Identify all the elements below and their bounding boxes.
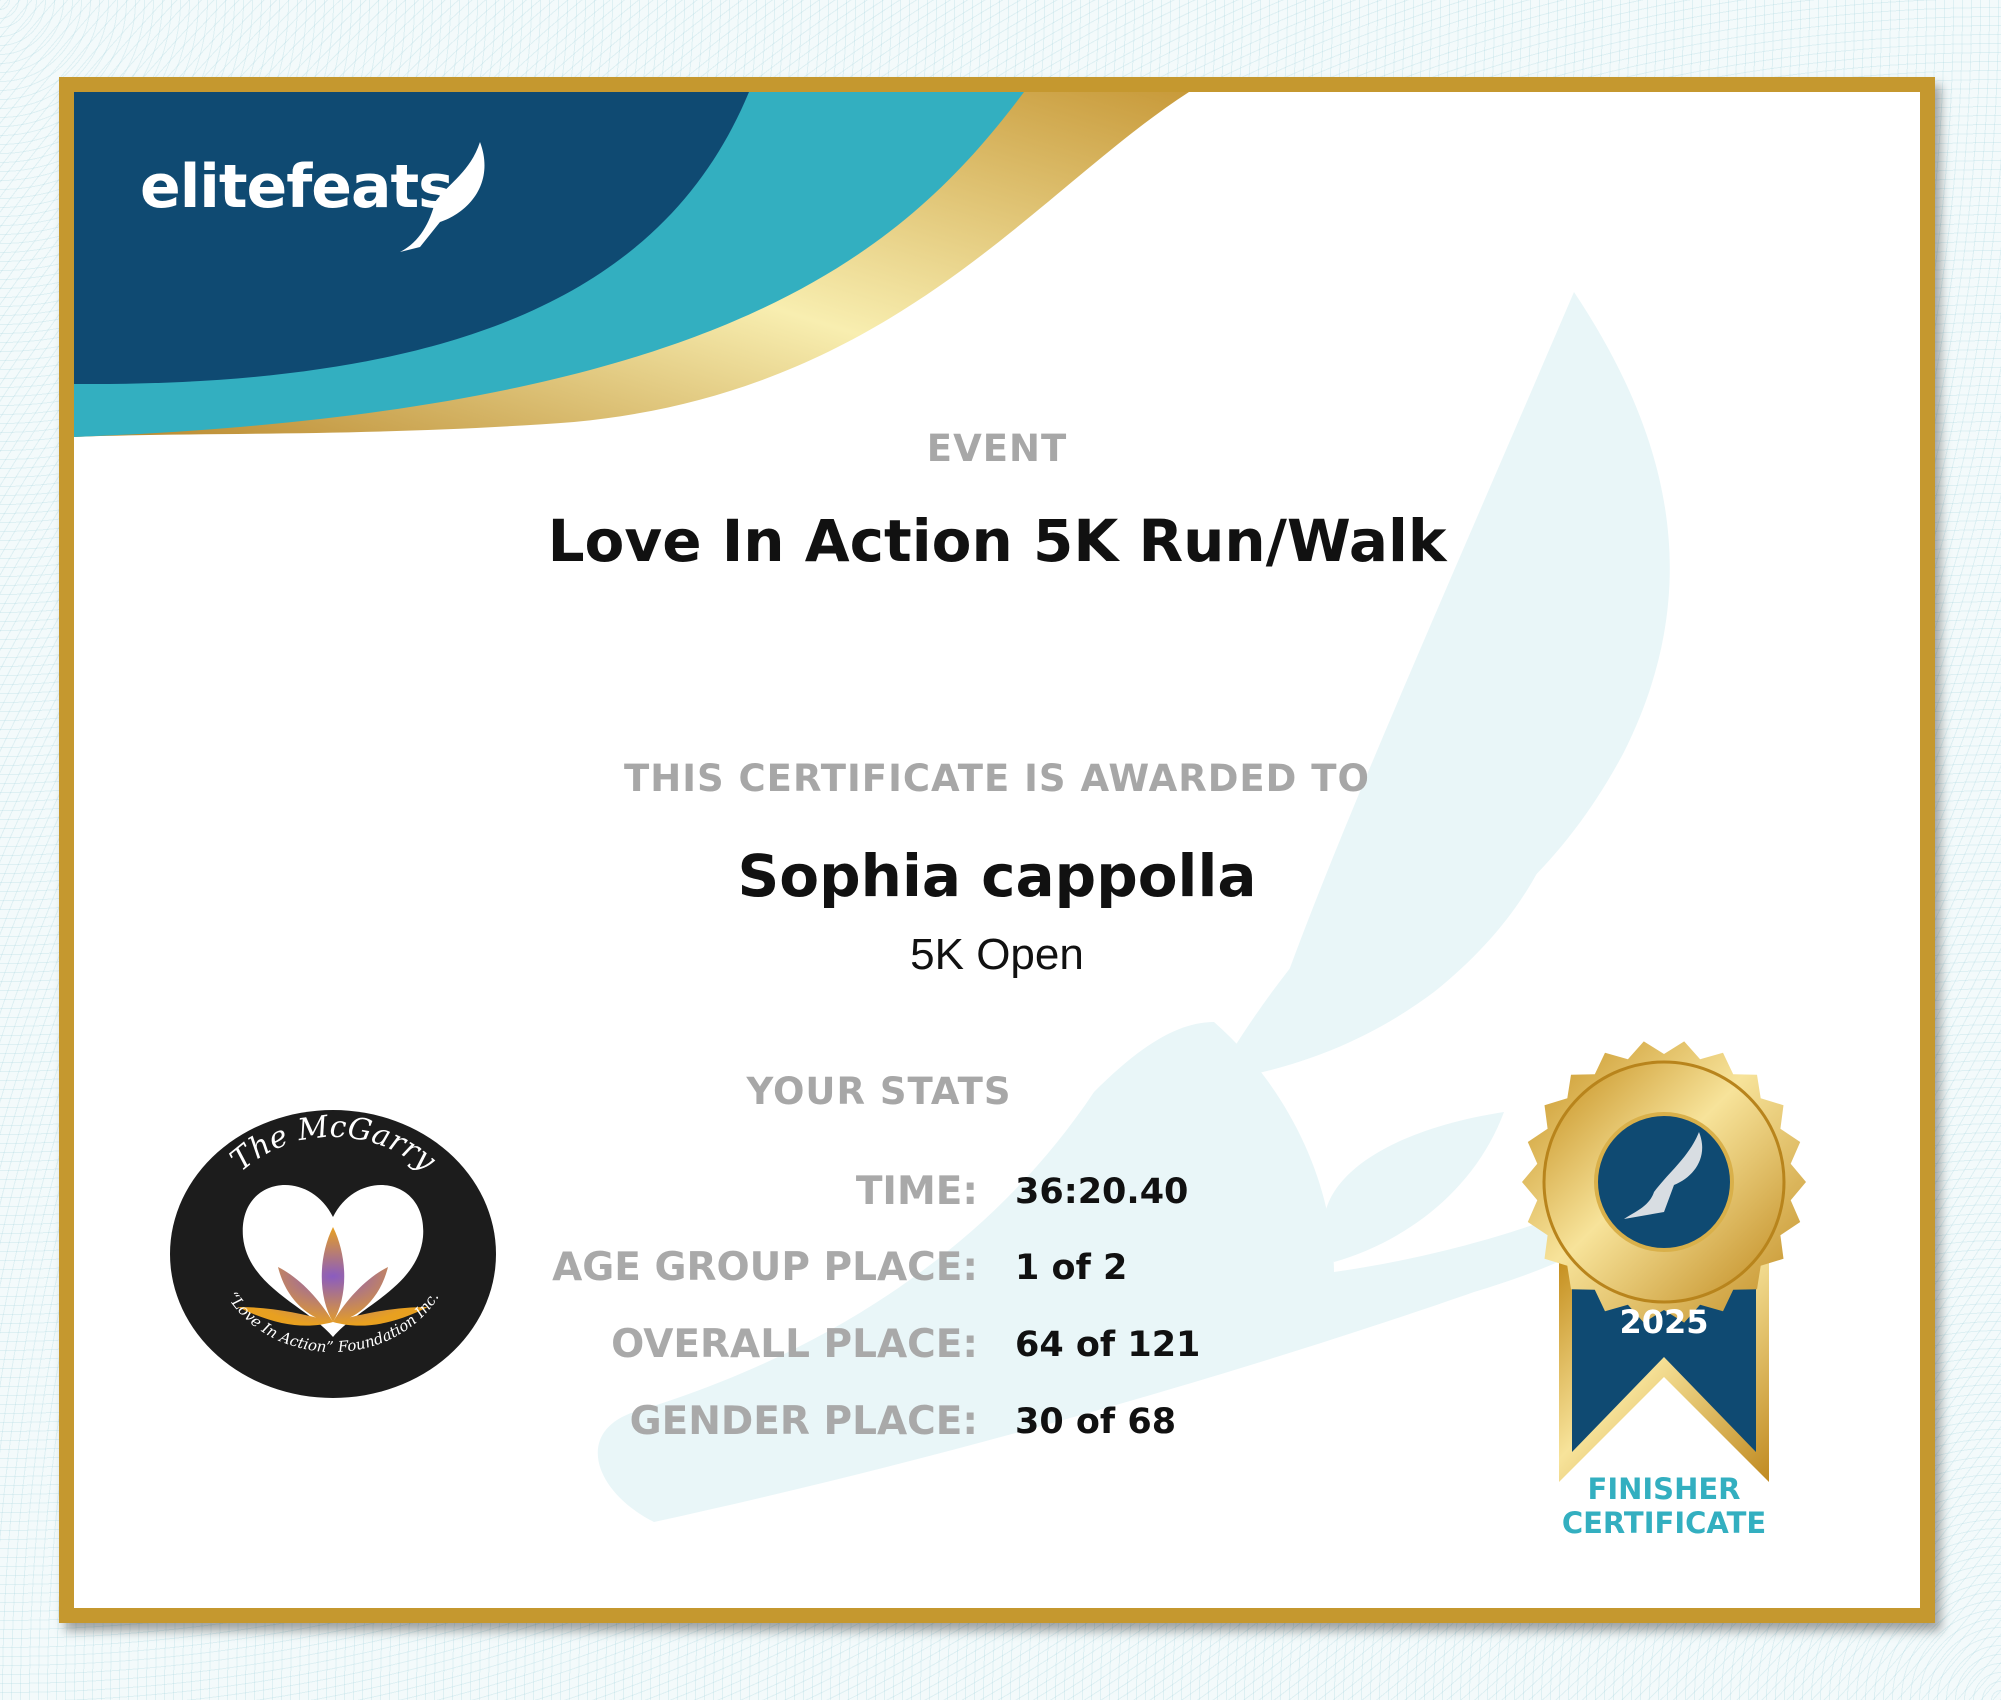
finisher-certificate-label: FINISHER CERTIFICATE	[1514, 1472, 1814, 1540]
event-name: Love In Action 5K Run/Walk	[547, 507, 1447, 575]
stat-value-age-group: 1 of 2	[1015, 1248, 1128, 1288]
badge-year: 2025	[1619, 1303, 1708, 1341]
winged-shoe-icon	[400, 142, 485, 252]
badge-line2: CERTIFICATE	[1561, 1506, 1767, 1540]
elitefeats-logo: elitefeats	[140, 152, 454, 222]
division: 5K Open	[910, 930, 1084, 979]
header-banner	[74, 92, 1189, 437]
finisher-badge: 2025	[1522, 1041, 1806, 1482]
stat-label-gender: GENDER PLACE:	[629, 1399, 978, 1444]
certificate: elitefeats EVENT Love In Action 5K Run/W…	[59, 77, 1935, 1623]
winged-shoe-icon	[1624, 1132, 1703, 1219]
event-label: EVENT	[926, 427, 1068, 470]
stat-label-age-group: AGE GROUP PLACE:	[552, 1245, 978, 1290]
awarded-label: THIS CERTIFICATE IS AWARDED TO	[624, 757, 1370, 800]
stat-label-overall: OVERALL PLACE:	[611, 1322, 978, 1367]
stat-value-overall: 64 of 121	[1015, 1325, 1201, 1365]
stat-value-gender: 30 of 68	[1015, 1402, 1177, 1442]
mcgarry-foundation-logo: The McGarry “Love In Action” Foundation …	[170, 1109, 496, 1398]
winged-shoe-watermark-icon	[597, 292, 1670, 1522]
stat-label-time: TIME:	[855, 1169, 978, 1214]
badge-line1: FINISHER	[1587, 1472, 1741, 1506]
stat-value-time: 36:20.40	[1015, 1172, 1189, 1212]
participant-name: Sophia cappolla	[737, 842, 1257, 910]
stats-label: YOUR STATS	[746, 1070, 1012, 1113]
